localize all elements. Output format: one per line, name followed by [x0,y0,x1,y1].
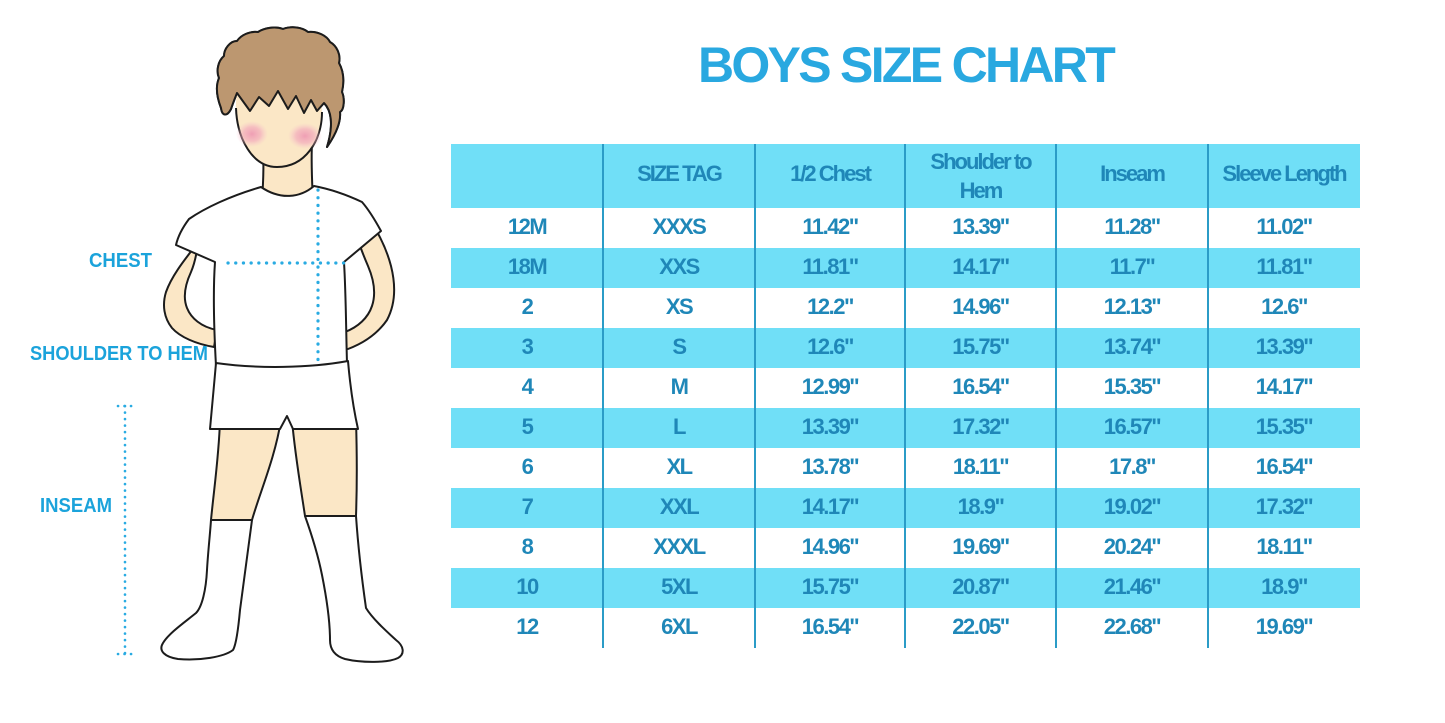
svg-text:SHOULDER TO HEM: SHOULDER TO HEM [30,343,208,365]
svg-text:CHEST: CHEST [89,250,152,272]
svg-text:INSEAM: INSEAM [40,495,112,517]
